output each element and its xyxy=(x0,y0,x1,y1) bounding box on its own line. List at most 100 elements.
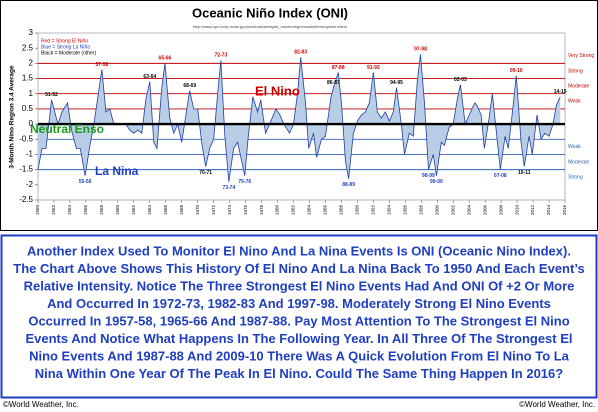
x-tick-label: 1952 xyxy=(51,205,56,216)
body-line: The Chart Above Shows This History Of El… xyxy=(13,261,584,276)
band-label: Strong xyxy=(568,175,583,181)
body-line: Occurred In 1957-58, 1965-66 And 1987-88… xyxy=(28,313,569,328)
event-label: 07-08 xyxy=(494,173,507,179)
x-tick-label: 1960 xyxy=(115,205,120,216)
x-tick-label: 1976 xyxy=(243,205,248,216)
x-tick-label: 2010 xyxy=(514,205,519,216)
event-label: 70-71 xyxy=(199,170,212,176)
x-tick-label: 1996 xyxy=(402,205,407,216)
y-tick-label: -2 xyxy=(26,180,34,189)
annotation: Neutral Enso xyxy=(30,122,104,136)
x-tick-label: 1992 xyxy=(371,205,376,216)
y-tick-label: -2.5 xyxy=(19,195,33,204)
body-text: Another Index Used To Monitor El Nino An… xyxy=(13,243,584,381)
x-tick-label: 1990 xyxy=(355,205,360,216)
event-label: 91-92 xyxy=(367,65,380,71)
x-tick-label: 1978 xyxy=(259,205,264,216)
band-label: Weak xyxy=(568,144,581,150)
x-tick-label: 1956 xyxy=(83,205,88,216)
event-label: 75-76 xyxy=(238,179,251,185)
body-line: Another Index Used To Monitor El Nino An… xyxy=(27,243,571,258)
plot: -2.5 -2 -1.5 -1 -0.5 0 0.5 1 1.5 2 2.5 3 1950 1952 195… xyxy=(19,28,594,215)
x-tick-label: 1984 xyxy=(307,205,312,216)
y-tick-label: 3 xyxy=(29,28,34,37)
legend-note: Red = Strong El Niño xyxy=(41,38,88,44)
band-label: Strong xyxy=(568,68,583,74)
y-tick-label: -1 xyxy=(26,150,34,159)
event-label: 68-69 xyxy=(183,83,196,89)
y-tick-label: 0.5 xyxy=(22,104,34,113)
x-tick-label: 1970 xyxy=(195,205,200,216)
legend-note: Black = Moderate (other) xyxy=(41,50,96,56)
x-tick-label: 1980 xyxy=(275,205,280,216)
body-line: Nina Within One Year Of The Peak In El N… xyxy=(35,366,563,381)
x-tick-label: 2004 xyxy=(466,205,471,216)
event-label: 10-11 xyxy=(518,170,531,176)
band-label: Moderate xyxy=(568,159,589,165)
band-label: Very Strong xyxy=(568,53,594,59)
x-tick-label: 1994 xyxy=(387,205,392,216)
y-tick-label: 1.5 xyxy=(22,74,34,83)
event-label: 65-66 xyxy=(159,56,172,62)
event-label: 98-99 xyxy=(422,173,435,179)
event-label: 14-15 xyxy=(554,89,567,95)
x-tick-label: 2000 xyxy=(434,205,439,216)
x-tick-label: 2002 xyxy=(450,205,455,216)
y-tick-label: 2.5 xyxy=(22,43,34,52)
x-tick-label: 2016 xyxy=(562,205,567,216)
line xyxy=(37,54,561,182)
footer: ©World Weather, Inc. xyxy=(3,400,79,409)
x-tick-label: 1986 xyxy=(323,205,328,216)
body-line: Events And Notice What Happens In The Fo… xyxy=(25,331,572,346)
x-tick-label: 1998 xyxy=(418,205,423,216)
body-line: Nino Events And 1987-88 And 2009-10 Ther… xyxy=(29,348,570,363)
x-tick-label: 1982 xyxy=(291,205,296,216)
y-tick-label: -0.5 xyxy=(19,134,33,143)
x-tick-label: 1988 xyxy=(339,205,344,216)
x-tick-label: 2008 xyxy=(498,205,503,216)
text-frame xyxy=(0,234,598,399)
body-line: Relative Intensity. Notice The Three Str… xyxy=(24,278,575,293)
event-label: 63-64 xyxy=(143,74,156,80)
footer: ©World Weather, Inc. xyxy=(519,400,595,409)
event-label: 99-00 xyxy=(430,179,443,185)
x-tick-label: 2012 xyxy=(530,205,535,216)
y-tick-label: 0 xyxy=(29,119,34,128)
y-tick-label: 1 xyxy=(29,89,34,98)
event-label: 55-56 xyxy=(79,179,92,185)
chart-title: Oceanic Niño Index (ONI) xyxy=(192,5,348,20)
legend-note: Blue = Strong La Niña xyxy=(41,44,90,50)
y-tick-label: 2 xyxy=(29,58,34,67)
x-tick-label: 1964 xyxy=(147,205,152,216)
x-tick-label: 1962 xyxy=(131,205,136,216)
event-label: 97-98 xyxy=(414,47,427,53)
y-axis-label: 3-Month Nino Region 3.4 Average xyxy=(9,65,16,169)
event-label: 72-73 xyxy=(214,53,227,59)
y-tick-label: -1.5 xyxy=(19,165,33,174)
event-label: 73-74 xyxy=(222,185,235,191)
annotation: El Nino xyxy=(255,83,300,98)
event-label: 57-58 xyxy=(95,62,108,68)
event-label: 94-95 xyxy=(390,80,403,86)
band-label: Moderate xyxy=(568,83,589,89)
x-tick-label: 1954 xyxy=(67,205,72,216)
body-line: And Occurred In 1972-73, 1982-83 And 199… xyxy=(47,296,551,311)
chart-subtitle: http://www.cpc.ncep.noaa.gov/products/an… xyxy=(193,24,347,29)
event-label: 51-52 xyxy=(45,92,58,98)
annotation: La Nina xyxy=(95,164,139,178)
event-label: 86-87 xyxy=(327,80,340,86)
event-label: 87-88 xyxy=(332,65,345,71)
event-label: 09-10 xyxy=(510,68,523,74)
x-tick-label: 2014 xyxy=(546,205,551,216)
x-tick-label: 1958 xyxy=(99,205,104,216)
event-label: 02-03 xyxy=(454,77,467,83)
x-tick-label: 1974 xyxy=(227,205,232,216)
band-label: Weak xyxy=(568,99,581,105)
area xyxy=(38,54,561,182)
x-tick-label: 1950 xyxy=(35,205,40,216)
event-label: 88-89 xyxy=(342,182,355,188)
x-tick-label: 2006 xyxy=(482,205,487,216)
event-label: 82-83 xyxy=(294,50,307,56)
